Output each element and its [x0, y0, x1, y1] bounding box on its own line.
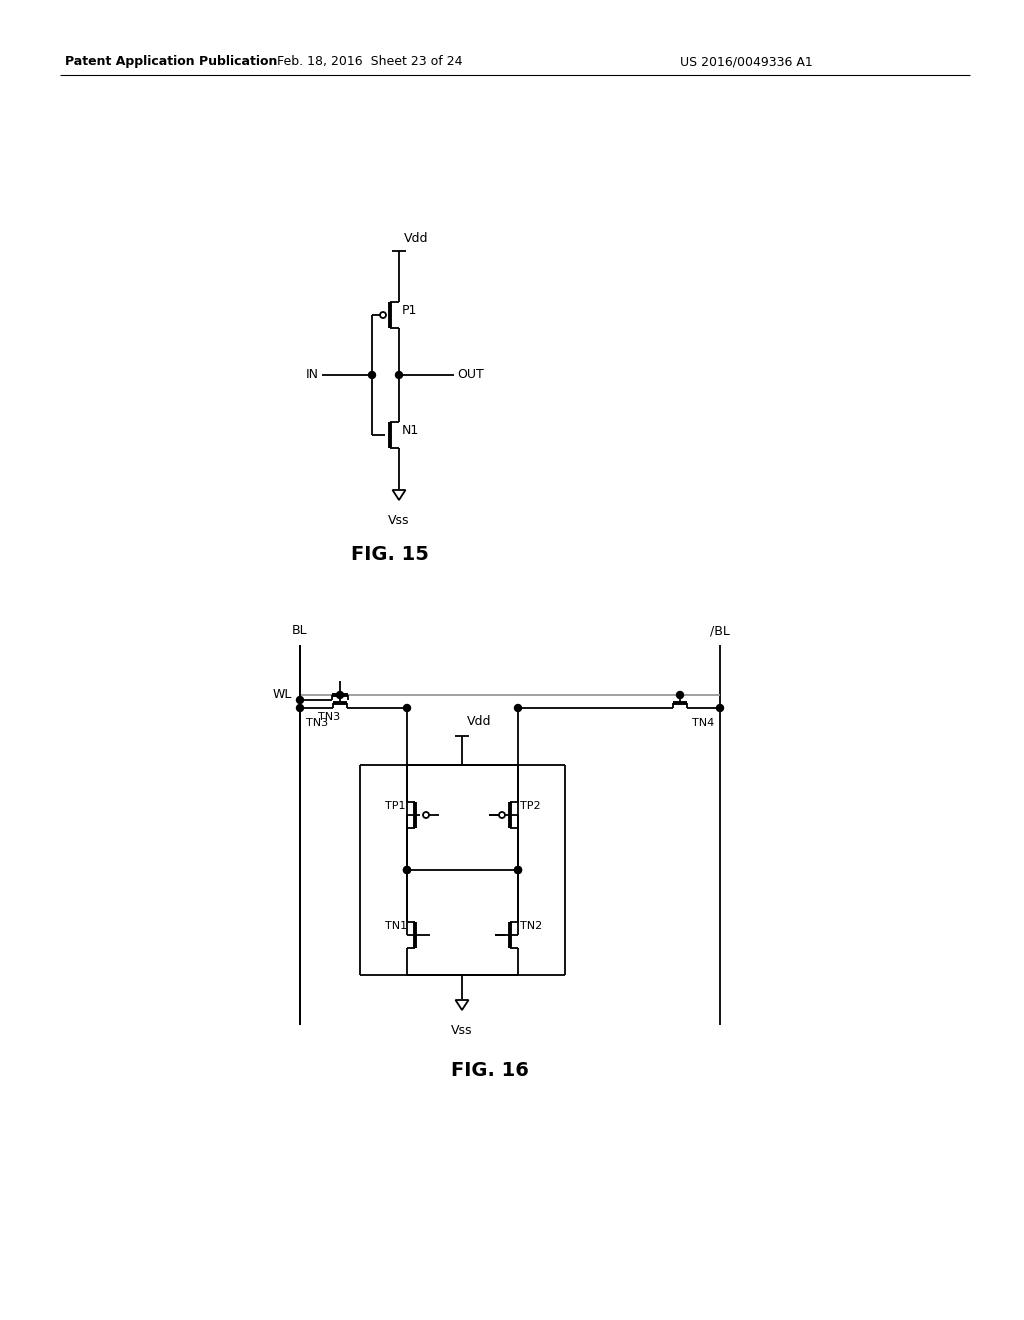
- Text: Vss: Vss: [388, 513, 410, 527]
- Circle shape: [514, 866, 521, 874]
- Circle shape: [423, 812, 429, 818]
- Text: Feb. 18, 2016  Sheet 23 of 24: Feb. 18, 2016 Sheet 23 of 24: [278, 55, 463, 69]
- Text: /BL: /BL: [710, 624, 730, 638]
- Circle shape: [514, 866, 521, 874]
- Circle shape: [403, 866, 411, 874]
- Text: Vdd: Vdd: [467, 715, 492, 729]
- Text: IN: IN: [306, 368, 319, 381]
- Circle shape: [499, 812, 505, 818]
- Text: TN3: TN3: [317, 711, 340, 722]
- Circle shape: [514, 705, 521, 711]
- Text: US 2016/0049336 A1: US 2016/0049336 A1: [680, 55, 813, 69]
- Text: Patent Application Publication: Patent Application Publication: [65, 55, 278, 69]
- Text: TP2: TP2: [520, 801, 541, 810]
- Text: OUT: OUT: [457, 368, 483, 381]
- Text: TN3: TN3: [306, 718, 328, 729]
- Text: TN4: TN4: [692, 718, 715, 729]
- Text: TN1: TN1: [385, 921, 408, 931]
- Text: FIG. 15: FIG. 15: [351, 545, 429, 565]
- Text: FIG. 16: FIG. 16: [451, 1060, 529, 1080]
- Circle shape: [403, 866, 411, 874]
- Text: TP1: TP1: [385, 801, 406, 810]
- Text: BL: BL: [292, 624, 308, 638]
- Circle shape: [717, 705, 724, 711]
- Circle shape: [677, 692, 683, 698]
- Circle shape: [297, 697, 303, 704]
- Text: WL: WL: [272, 689, 292, 701]
- Text: TN2: TN2: [520, 921, 543, 931]
- Circle shape: [395, 371, 402, 379]
- Circle shape: [403, 705, 411, 711]
- Circle shape: [337, 692, 343, 698]
- Text: Vss: Vss: [452, 1024, 473, 1038]
- Text: P1: P1: [402, 305, 418, 318]
- Text: N1: N1: [402, 425, 419, 437]
- Text: Vdd: Vdd: [404, 232, 428, 246]
- Circle shape: [297, 705, 303, 711]
- Circle shape: [369, 371, 376, 379]
- Circle shape: [380, 312, 386, 318]
